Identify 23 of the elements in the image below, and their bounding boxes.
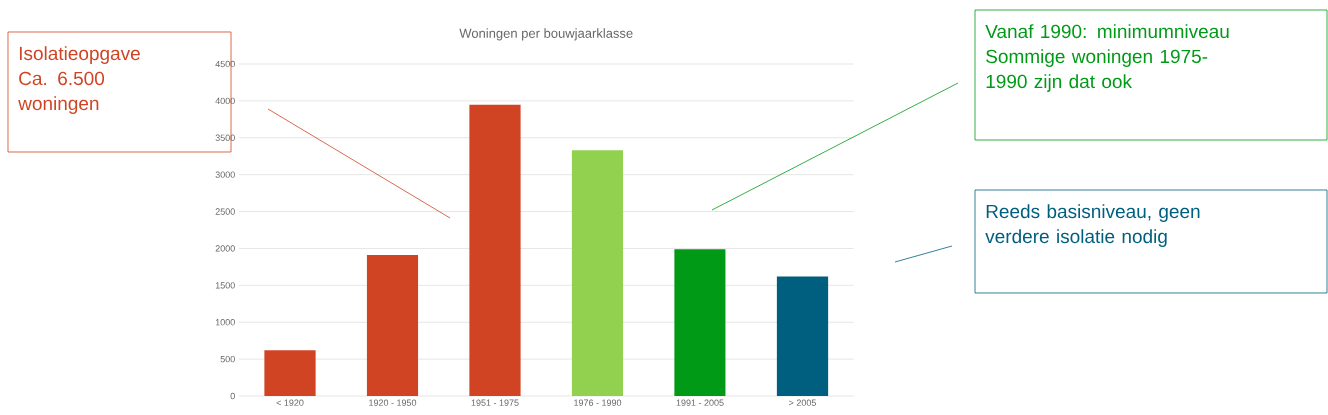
bar (264, 350, 316, 396)
bar (366, 255, 419, 396)
y-tick-label: 1500 (215, 282, 235, 289)
chart-title: Woningen per bouwjaarklasse (459, 28, 633, 41)
y-tick-label: 1000 (215, 319, 235, 326)
y-tick-label: 2500 (215, 208, 235, 215)
bar (674, 249, 726, 396)
y-tick-label: 3000 (215, 171, 235, 178)
x-tick-label: 1976 - 1990 (574, 399, 622, 406)
text: Reeds basisniveau, geen verdere isolatie nodig (985, 204, 1200, 247)
x-tick-label: < 1920 (276, 399, 304, 406)
x-tick-label: > 2005 (789, 399, 817, 406)
bar (571, 150, 624, 396)
text: Isolatieopgave Ca. 6.500 woningen (18, 46, 140, 114)
bar (469, 104, 521, 396)
x-tick-label: 1991 - 2005 (676, 399, 724, 406)
text: Vanaf 1990: minimumniveau Sommige woningen 1975- 1990 zijn dat ook (985, 24, 1229, 92)
y-tick-label: 500 (220, 355, 235, 363)
x-tick-label: 1920 - 1950 (369, 399, 417, 406)
x-tick-label: 1951 - 1975 (471, 399, 519, 406)
bar (776, 276, 829, 396)
y-tick-label: 2000 (215, 245, 235, 252)
y-tick-label: 0 (230, 392, 235, 400)
